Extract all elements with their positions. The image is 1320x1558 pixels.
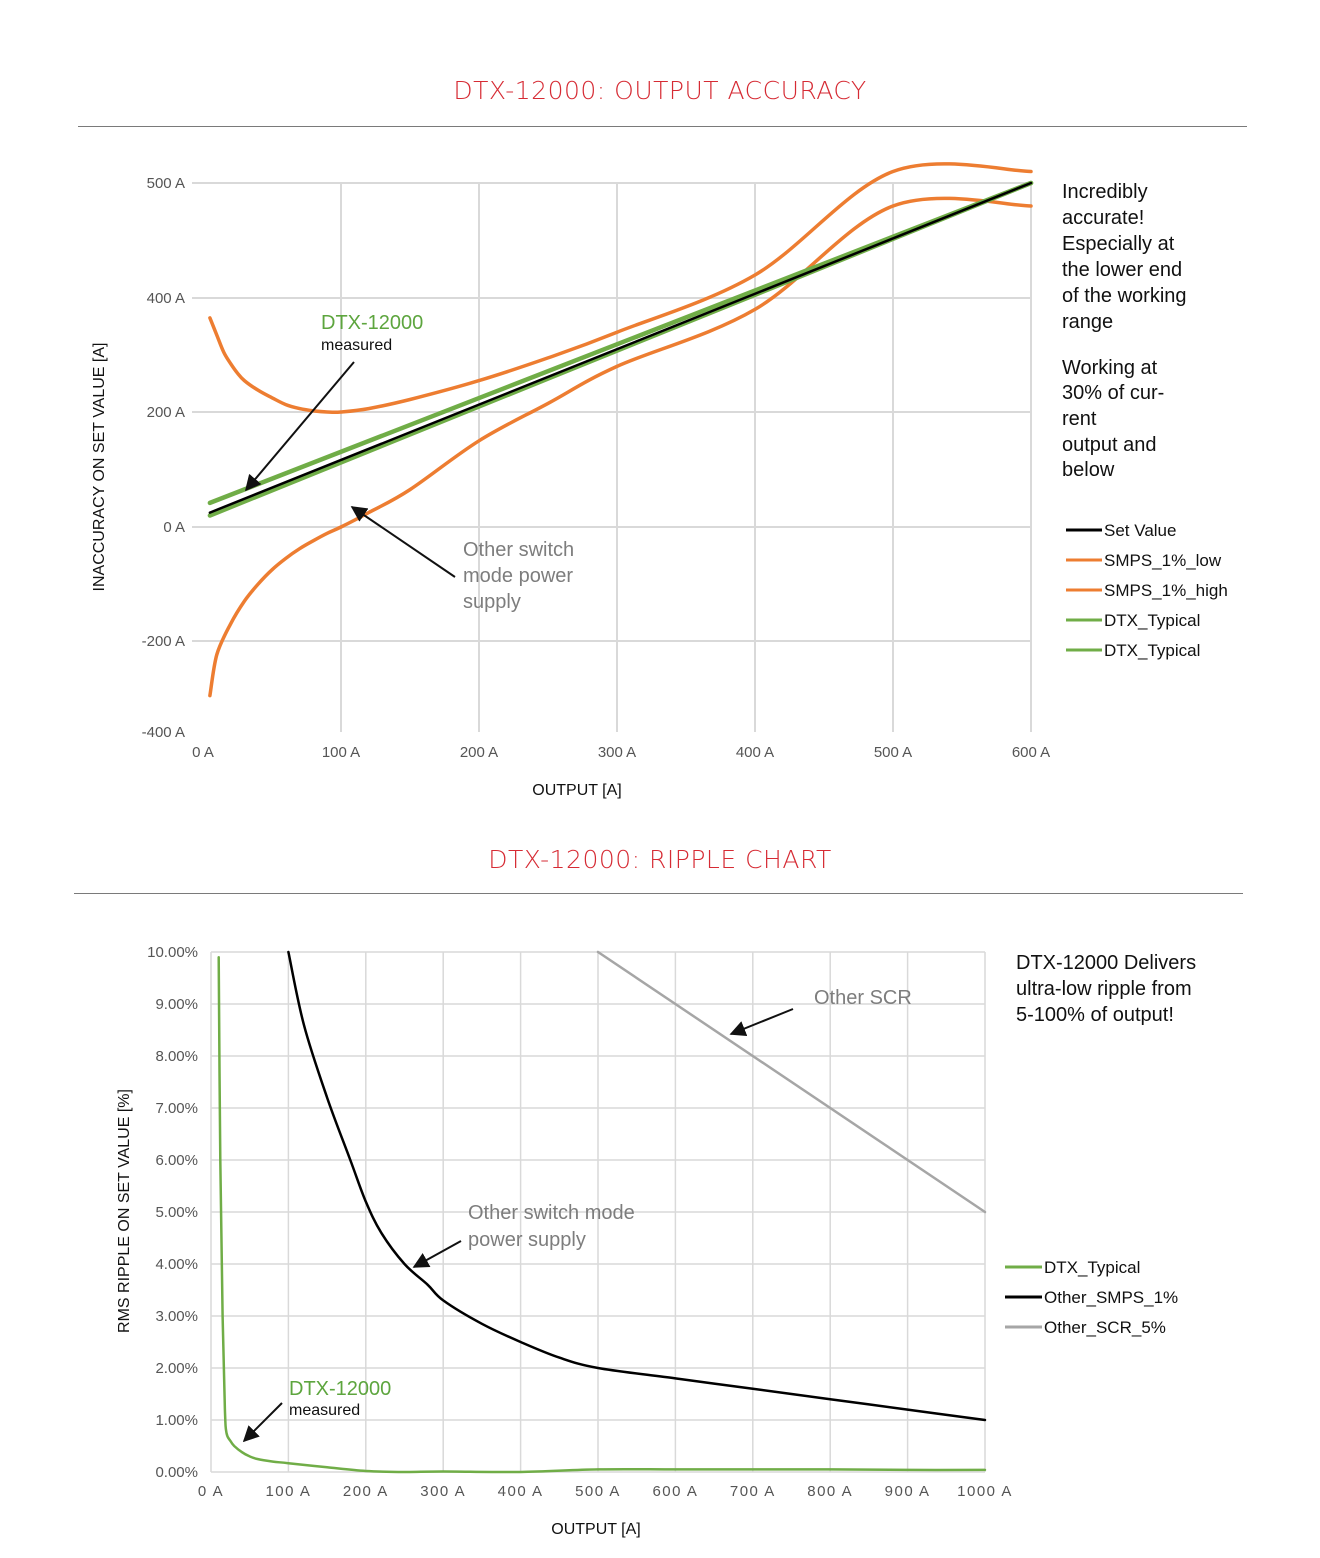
accuracy-x-tick-label: 600 A — [1012, 744, 1050, 761]
accuracy-x-ticks: 0 A 100 A 200 A 300 A 400 A 500 A 600 A — [192, 744, 1050, 761]
ripple-smps-label: Other switch mode power supply — [468, 1202, 640, 1251]
ripple-scr-label: Other SCR — [814, 987, 912, 1009]
ripple-dtx-sublabel: measured — [289, 1402, 360, 1419]
ripple-x-tick-label: 800 A — [807, 1483, 853, 1500]
ripple-y-tick-label: 8.00% — [155, 1048, 198, 1065]
accuracy-x-tick-label: 100 A — [322, 744, 360, 761]
ripple-y-tick-label: 2.00% — [155, 1360, 198, 1377]
accuracy-note-2: Working at 30% of cur- rent output and b… — [1062, 357, 1170, 481]
ripple-y-tick-label: 3.00% — [155, 1308, 198, 1325]
ripple-series-other-smps-1 — [287, 950, 987, 1422]
ripple-x-tick-label: 400 A — [498, 1483, 544, 1500]
ripple-smps-arrow — [412, 1240, 462, 1268]
ripple-legend-label: DTX_Typical — [1044, 1258, 1140, 1277]
accuracy-x-axis-label: OUTPUT [A] — [532, 782, 622, 799]
accuracy-legend-label: DTX_Typical — [1104, 641, 1200, 660]
accuracy-other-label: Other switch mode power supply — [463, 539, 580, 613]
ripple-legend-label: Other_SCR_5% — [1044, 1318, 1166, 1337]
ripple-x-tick-label: 500 A — [575, 1483, 621, 1500]
accuracy-legend-label: DTX_Typical — [1104, 611, 1200, 630]
ripple-y-tick-label: 9.00% — [155, 996, 198, 1013]
accuracy-series-set-value-0 — [208, 181, 1033, 514]
ripple-x-tick-label: 200 A — [343, 1483, 389, 1500]
ripple-chart: 10.00% 9.00% 8.00% 7.00% 6.00% 5.00% 4.00% 3.00… — [116, 944, 1202, 1538]
accuracy-x-tick-label: 400 A — [736, 744, 774, 761]
ripple-legend-label: Other_SMPS_1% — [1044, 1288, 1178, 1307]
ripple-y-ticks: 10.00% 9.00% 8.00% 7.00% 6.00% 5.00% 4.00% 3.00… — [147, 944, 198, 1481]
accuracy-chart: 500 A 400 A 200 A 0 A -200 A -400 A 0 A 100 A 2… — [91, 162, 1228, 799]
accuracy-y-tick-label: 500 A — [147, 175, 185, 192]
chart2-divider — [74, 893, 1243, 894]
ripple-y-tick-label: 6.00% — [155, 1152, 198, 1169]
ripple-scr-arrow — [729, 1008, 794, 1037]
ripple-note: DTX-12000 Delivers ultra-low ripple from… — [1016, 952, 1202, 1026]
chart1-divider — [78, 126, 1247, 127]
accuracy-y-ticks: 500 A 400 A 200 A 0 A -200 A -400 A — [142, 175, 185, 741]
ripple-y-tick-label: 4.00% — [155, 1256, 198, 1273]
ripple-x-tick-label: 700 A — [730, 1483, 776, 1500]
ripple-grid — [210, 951, 986, 1473]
accuracy-other-arrow — [350, 506, 456, 578]
ripple-x-axis-label: OUTPUT [A] — [551, 1521, 641, 1538]
accuracy-y-tick-label: 200 A — [147, 404, 185, 421]
accuracy-note: Incredibly accurate! Especially at the l… — [1062, 181, 1192, 333]
accuracy-y-tick-label: -200 A — [142, 633, 185, 650]
ripple-x-tick-label: 900 A — [885, 1483, 931, 1500]
accuracy-series — [207, 162, 1034, 698]
ripple-x-tick-label: 0 A — [198, 1483, 224, 1500]
accuracy-y-axis-label: INACCURACY ON SET VALUE [A] — [91, 343, 108, 592]
accuracy-dtx-sublabel: measured — [321, 337, 392, 354]
chart1-title: DTX-12000: OUTPUT ACCURACY — [453, 76, 867, 105]
ripple-dtx-arrow — [242, 1402, 283, 1443]
accuracy-x-tick-label: 300 A — [598, 744, 636, 761]
ripple-y-tick-label: 0.00% — [155, 1464, 198, 1481]
accuracy-legend-label: Set Value — [1104, 521, 1176, 540]
accuracy-x-tick-label: 500 A — [874, 744, 912, 761]
accuracy-y-tick-label: -400 A — [142, 724, 185, 741]
accuracy-y-tick-label: 0 A — [163, 519, 185, 536]
ripple-x-ticks: 0 A 100 A 200 A 300 A 400 A 500 A 600 A 700 A 80… — [198, 1483, 1013, 1500]
ripple-x-tick-label: 1000 A — [957, 1483, 1013, 1500]
ripple-series — [217, 950, 987, 1474]
ripple-series-other-scr-5 — [596, 950, 987, 1214]
accuracy-legend: Set Value SMPS_1%_low SMPS_1%_high DTX_Typi… — [1066, 521, 1228, 660]
ripple-dtx-label: DTX-12000 — [289, 1378, 391, 1400]
ripple-y-tick-label: 7.00% — [155, 1100, 198, 1117]
ripple-x-tick-label: 100 A — [265, 1483, 311, 1500]
ripple-x-tick-label: 600 A — [652, 1483, 698, 1500]
accuracy-legend-label: SMPS_1%_low — [1104, 551, 1222, 570]
ripple-legend: DTX_Typical Other_SMPS_1% Other_SCR_5% — [1005, 1258, 1178, 1337]
accuracy-y-tick-label: 400 A — [147, 290, 185, 307]
accuracy-x-tick-label: 200 A — [460, 744, 498, 761]
accuracy-series-smps-1-low-1 — [208, 196, 1033, 698]
ripple-y-tick-label: 1.00% — [155, 1412, 198, 1429]
ripple-y-tick-label: 10.00% — [147, 944, 198, 961]
accuracy-x-tick-label: 0 A — [192, 744, 214, 761]
accuracy-series-dtx-typical-4 — [207, 180, 1034, 506]
accuracy-legend-label: SMPS_1%_high — [1104, 581, 1228, 600]
accuracy-series-smps-1-high-2 — [208, 162, 1033, 415]
ripple-y-axis-label: RMS RIPPLE ON SET VALUE [%] — [116, 1089, 133, 1333]
ripple-x-tick-label: 300 A — [420, 1483, 466, 1500]
accuracy-dtx-arrow — [244, 361, 355, 492]
ripple-y-tick-label: 5.00% — [155, 1204, 198, 1221]
ripple-series-dtx-typical — [217, 955, 987, 1474]
accuracy-dtx-label: DTX-12000 — [321, 312, 423, 334]
chart2-title: DTX-12000: RIPPLE CHART — [488, 845, 832, 874]
accuracy-grid — [192, 182, 1032, 732]
